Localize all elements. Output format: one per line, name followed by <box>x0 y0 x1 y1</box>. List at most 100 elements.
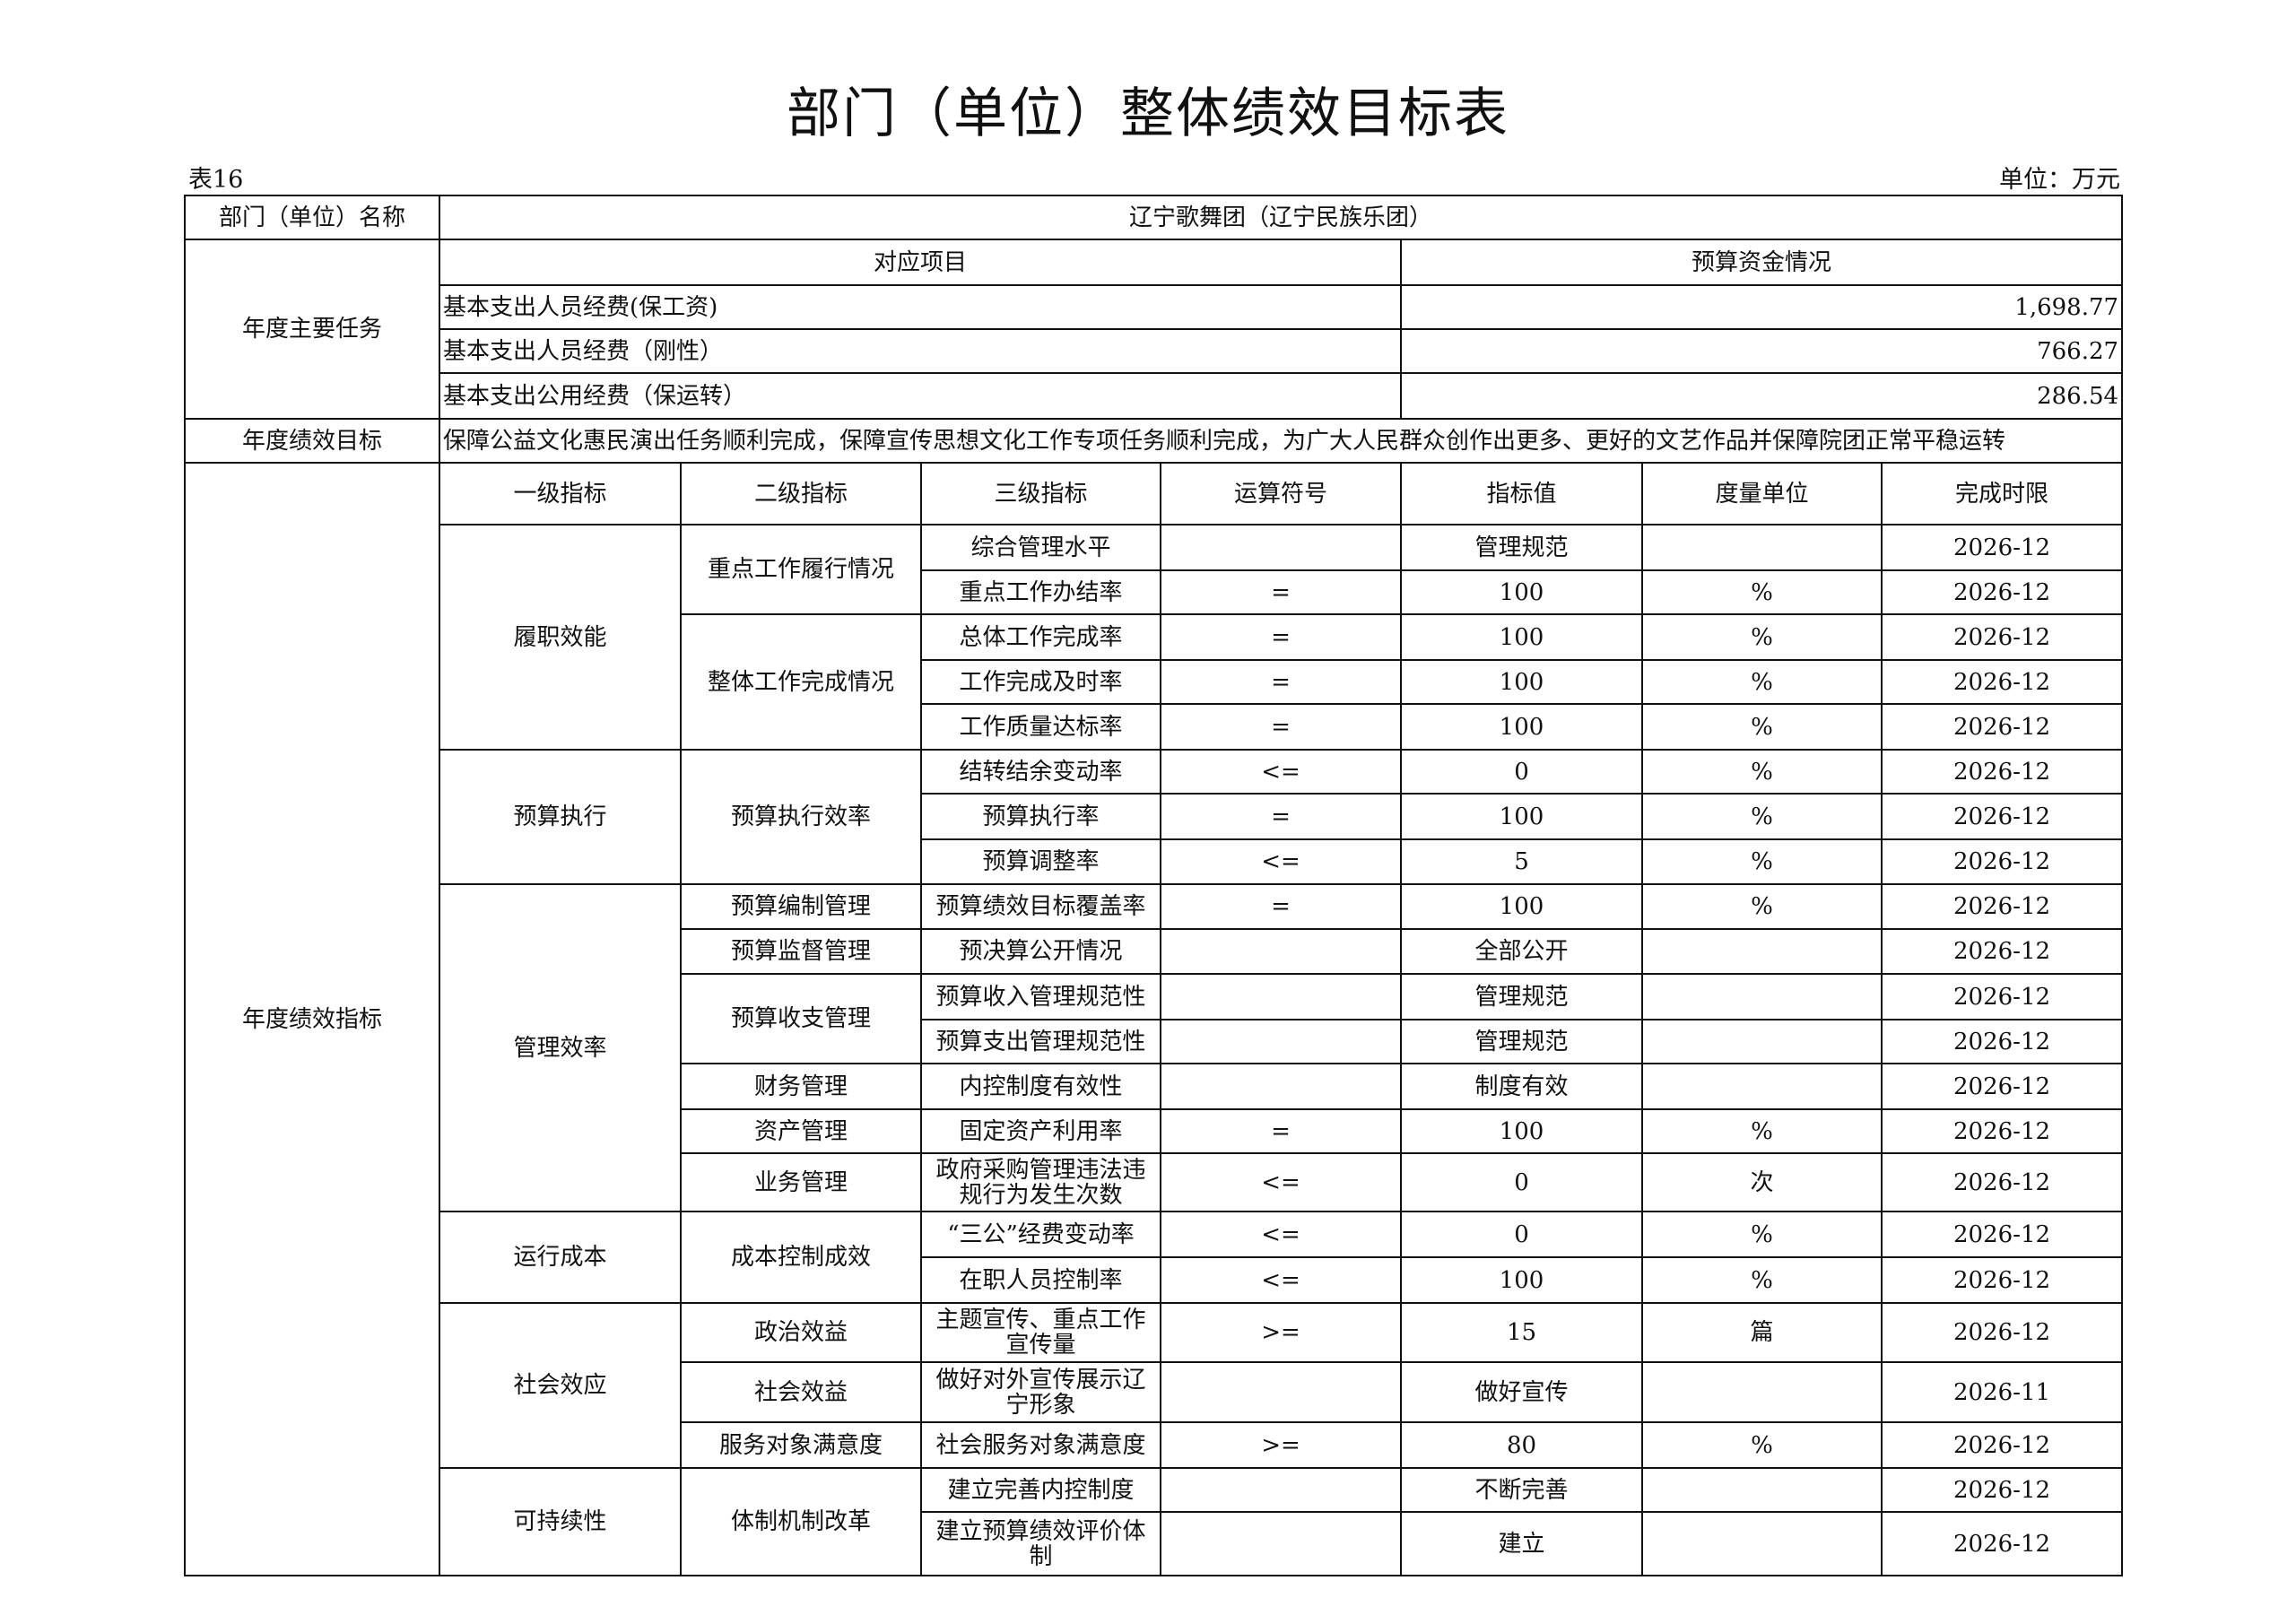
indicator-level3: 工作完成及时率 <box>920 659 1161 705</box>
indicator-level3: 政府采购管理违法违规行为发生次数 <box>920 1152 1161 1212</box>
indicator-deadline: 2026-12 <box>1880 1211 2124 1258</box>
indicator-deadline: 2026-12 <box>1880 973 2124 1020</box>
indicator-operator: >= <box>1160 1302 1402 1363</box>
table-row: 财务管理 内控制度有效性 制度有效 2026-12 <box>185 1063 2124 1110</box>
indicator-level2: 重点工作履行情况 <box>680 524 922 615</box>
indicator-level3: 重点工作办结率 <box>920 569 1161 615</box>
indicator-measure-unit <box>1641 1511 1883 1576</box>
table-row: 社会效应 政治效益 主题宣传、重点工作宣传量 >= 15 篇 2026-12 <box>185 1302 2124 1469</box>
goal-text: 保障公益文化惠民演出任务顺利完成，保障宣传思想文化工作专项任务顺利完成，为广大人… <box>438 418 2124 464</box>
indicator-level2: 预算执行效率 <box>680 749 922 885</box>
indicator-operator <box>1160 1467 1402 1513</box>
indicator-operator: = <box>1160 659 1402 705</box>
indicator-operator: = <box>1160 569 1402 615</box>
task-budget: 1,698.77 <box>1399 284 2124 330</box>
col-project-header: 对应项目 <box>439 239 1402 286</box>
indicator-target-value: 100 <box>1400 659 1643 705</box>
table-row: 预算执行 预算执行效率 结转结余变动率 <= 0% 2026-12 <box>185 749 2124 885</box>
indicator-header: 度量单位 <box>1641 462 1883 525</box>
tasks-label: 年度主要任务 <box>184 239 440 420</box>
indicator-target-value: 0 <box>1400 1152 1643 1212</box>
indicator-target-value: 制度有效 <box>1400 1063 1643 1110</box>
indicator-operator <box>1160 1511 1402 1576</box>
task-budget: 286.54 <box>1399 372 2124 420</box>
indicator-deadline: 2026-12 <box>1880 928 2124 975</box>
indicator-deadline: 2026-12 <box>1880 524 2124 571</box>
indicator-level3: 预决算公开情况 <box>920 928 1161 975</box>
indicator-operator: <= <box>1160 1211 1402 1258</box>
indicator-header: 指标值 <box>1400 462 1643 525</box>
table-row: 预算执行率 = 100% 2026-12 <box>185 793 2124 840</box>
indicator-operator <box>1160 1361 1402 1423</box>
indicator-operator: = <box>1160 613 1402 661</box>
indicator-operator: >= <box>1160 1421 1402 1469</box>
indicator-measure-unit <box>1641 928 1883 975</box>
task-project: 基本支出人员经费(保工资) <box>439 284 1402 330</box>
indicator-deadline: 2026-12 <box>1880 883 2124 930</box>
table-row: 工作质量达标率 = 100% 2026-12 <box>185 703 2124 751</box>
indicator-measure-unit: % <box>1641 703 1883 751</box>
indicator-operator: = <box>1160 793 1402 840</box>
table-row: 预算调整率 <= 5% 2026-12 <box>185 838 2124 885</box>
indicator-level3: 社会服务对象满意度 <box>920 1421 1161 1469</box>
indicator-level1: 预算执行 <box>439 749 682 885</box>
table-row: 管理效率 预算编制管理 预算绩效目标覆盖率 = 100% 2026-12 <box>185 883 2124 1212</box>
indicator-level2: 业务管理 <box>680 1152 922 1212</box>
table-row: 运行成本 成本控制成效 “三公”经费变动率 <= 0% 2026-12 <box>185 1211 2124 1304</box>
unit-label: 单位：万元 <box>1999 166 2120 194</box>
indicator-level1: 履职效能 <box>439 524 682 751</box>
indicator-level3: 建立完善内控制度 <box>920 1467 1161 1513</box>
indicator-target-value: 0 <box>1400 749 1643 795</box>
indicator-deadline: 2026-12 <box>1880 569 2124 615</box>
indicator-target-value: 做好宣传 <box>1400 1361 1643 1423</box>
indicator-deadline: 2026-12 <box>1880 613 2124 661</box>
indicator-level3: 预算绩效目标覆盖率 <box>920 883 1161 930</box>
indicator-measure-unit: % <box>1641 1108 1883 1154</box>
indicator-operator <box>1160 1063 1402 1110</box>
task-project: 基本支出公用经费（保运转） <box>439 372 1402 420</box>
col-budget-header: 预算资金情况 <box>1399 239 2124 286</box>
indicator-measure-unit <box>1641 1361 1883 1423</box>
indicator-target-value: 5 <box>1400 838 1643 885</box>
indicator-header: 运算符号 <box>1160 462 1402 525</box>
indicator-target-value: 100 <box>1400 1256 1643 1304</box>
indicator-level3: 工作质量达标率 <box>920 703 1161 751</box>
indicator-target-value: 管理规范 <box>1400 973 1643 1020</box>
indicator-level1: 可持续性 <box>439 1467 682 1576</box>
table-number: 表16 <box>188 166 244 194</box>
indicator-measure-unit: % <box>1641 569 1883 615</box>
task-budget: 766.27 <box>1399 328 2124 374</box>
indicator-level2: 整体工作完成情况 <box>680 613 922 751</box>
indicator-measure-unit: 篇 <box>1641 1302 1883 1363</box>
table-row: 社会效益 做好对外宣传展示辽宁形象 做好宣传 2026-11 <box>185 1361 2124 1423</box>
indicator-deadline: 2026-12 <box>1880 1108 2124 1154</box>
indicator-measure-unit <box>1641 524 1883 571</box>
indicator-level2: 预算监督管理 <box>680 928 922 975</box>
table-row: 在职人员控制率 <= 100% 2026-12 <box>185 1256 2124 1304</box>
indicator-measure-unit: % <box>1641 1211 1883 1258</box>
indicator-deadline: 2026-12 <box>1880 1467 2124 1513</box>
indicator-operator: <= <box>1160 838 1402 885</box>
indicator-target-value: 100 <box>1400 613 1643 661</box>
indicator-level3: 结转结余变动率 <box>920 749 1161 795</box>
indicator-level3: 主题宣传、重点工作宣传量 <box>920 1302 1161 1363</box>
indicator-level2: 财务管理 <box>680 1063 922 1110</box>
indicator-measure-unit: % <box>1641 1256 1883 1304</box>
indicator-measure-unit: % <box>1641 613 1883 661</box>
table-row: 业务管理 政府采购管理违法违规行为发生次数 <= 0 次 2026-12 <box>185 1152 2124 1212</box>
indicator-operator: <= <box>1160 1152 1402 1212</box>
indicator-deadline: 2026-12 <box>1880 838 2124 885</box>
indicator-level3: 建立预算绩效评价体制 <box>920 1511 1161 1576</box>
indicator-header: 一级指标 <box>439 462 682 525</box>
indicator-operator <box>1160 1019 1402 1064</box>
indicator-deadline: 2026-12 <box>1880 1019 2124 1064</box>
table-row: 预算支出管理规范性 管理规范 2026-12 <box>185 1019 2124 1064</box>
indicator-measure-unit: % <box>1641 749 1883 795</box>
indicator-level3: 总体工作完成率 <box>920 613 1161 661</box>
page-title: 部门（单位）整体绩效目标表 <box>787 83 1509 145</box>
indicator-target-value: 0 <box>1400 1211 1643 1258</box>
indicator-operator <box>1160 928 1402 975</box>
indicator-measure-unit <box>1641 1019 1883 1064</box>
indicator-deadline: 2026-12 <box>1880 1256 2124 1304</box>
indicator-deadline: 2026-12 <box>1880 1421 2124 1469</box>
